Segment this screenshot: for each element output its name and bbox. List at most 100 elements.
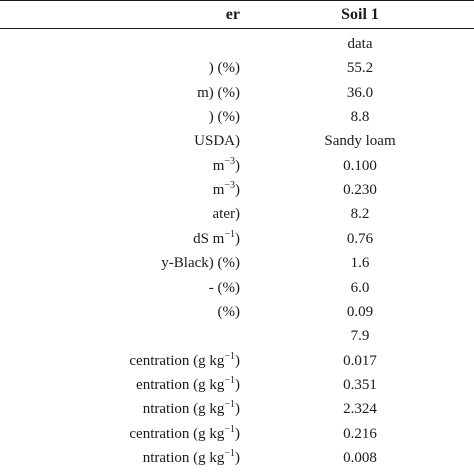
soil-value-cell: 0.216 — [343, 425, 377, 442]
parameter-cell: (%) — [0, 300, 241, 324]
unit-suffix: ) — [235, 449, 240, 466]
parameter-text: centration (g kg — [129, 425, 225, 442]
header-parameter-label: er — [225, 6, 240, 23]
parameter-cell: m) (%) — [0, 81, 240, 105]
parameter-cell — [0, 324, 240, 348]
parameter-label: entration (g kg−1) — [136, 373, 240, 397]
soil-value-cell: 0.017 — [343, 352, 377, 369]
parameter-text: ntration (g kg — [142, 401, 225, 418]
parameter-cell: dS m−1) — [0, 227, 240, 251]
unit-suffix: ) — [235, 230, 240, 247]
unit-superscript: −1 — [224, 423, 235, 435]
parameter-cell: centration (g kg−1) — [0, 349, 240, 373]
table-row: m−3) 0.100 — [0, 154, 474, 178]
parameter-text: centration (g kg — [129, 352, 225, 369]
parameter-cell: ) (%) — [0, 105, 240, 129]
parameter-cell: entration (g kg−1) — [0, 373, 240, 397]
parameter-cell: m−3) — [0, 178, 240, 202]
soil-value-cell: 0.008 — [343, 449, 377, 466]
soil-value-cell: 0.09 — [346, 303, 374, 320]
table-row: ntration (g kg−1) 2.324 — [0, 397, 474, 421]
unit-superscript: −3 — [224, 180, 235, 192]
parameter-text: ater) — [212, 206, 240, 223]
soil-value-cell: 36.0 — [346, 84, 374, 101]
parameter-text: - (%) — [208, 279, 240, 296]
unit-suffix: ) — [235, 376, 240, 393]
parameter-label: (%) — [218, 300, 241, 324]
unit-suffix: ) — [235, 401, 240, 418]
table-row: - (%) 6.0 — [0, 276, 474, 300]
parameter-text: ) (%) — [208, 60, 240, 77]
table-row: centration (g kg−1) 0.216 — [0, 422, 474, 446]
soil-value-cell: Sandy loam — [324, 133, 396, 150]
parameter-cell: ater) — [0, 202, 240, 226]
unit-superscript: −1 — [224, 447, 235, 459]
parameter-cell — [0, 32, 240, 56]
parameter-cell: - (%) — [0, 276, 240, 300]
parameter-text: dS m — [193, 230, 225, 247]
soil-value-cell: 7.9 — [350, 328, 370, 345]
parameter-text: ) (%) — [208, 109, 240, 126]
parameter-cell: ntration (g kg−1) — [0, 446, 240, 470]
unit-suffix: ) — [235, 182, 240, 199]
table-row: ) (%) 8.8 — [0, 105, 474, 129]
parameter-label: - (%) — [209, 276, 240, 300]
soil-value-cell: 6.0 — [350, 279, 370, 296]
table-row: ater) 8.2 — [0, 202, 474, 226]
unit-suffix: ) — [235, 157, 240, 174]
table-row: 7.9 — [0, 324, 474, 348]
soil-value-cell: 0.230 — [343, 182, 377, 199]
soil-value-cell: 8.8 — [350, 109, 370, 126]
parameter-label: m) (%) — [197, 81, 240, 105]
parameter-text: m) (%) — [197, 84, 240, 101]
table-header-rule — [0, 28, 474, 29]
parameter-label: centration (g kg−1) — [129, 349, 240, 373]
parameter-label: centration (g kg−1) — [129, 422, 240, 446]
table-row: data — [0, 32, 474, 56]
parameter-label: ) (%) — [209, 105, 240, 129]
soil-value-cell: 0.351 — [343, 376, 377, 393]
parameter-text: entration (g kg — [136, 376, 225, 393]
unit-superscript: −1 — [224, 399, 235, 411]
table-row: y-Black) (%) 1.6 — [0, 251, 474, 275]
parameter-text: y-Black) (%) — [161, 255, 240, 272]
soil-value-cell: 0.76 — [346, 230, 374, 247]
parameter-label: dS m−1) — [193, 227, 240, 251]
table-row: ) (%) 55.2 — [0, 56, 474, 80]
soil-value-cell: data — [347, 36, 373, 52]
parameter-label: ntration (g kg−1) — [143, 446, 240, 470]
table-row: entration (g kg−1) 0.351 — [0, 373, 474, 397]
parameter-label: y-Black) (%) — [161, 251, 240, 275]
parameter-cell: USDA) — [0, 129, 240, 153]
parameter-cell: centration (g kg−1) — [0, 422, 240, 446]
table-row: ntration (g kg−1) 0.008 — [0, 446, 474, 470]
table-row: m) (%) 36.0 — [0, 81, 474, 105]
unit-superscript: −1 — [224, 350, 235, 362]
table-row: (%) 0.09 — [0, 300, 474, 324]
table-row: m−3) 0.230 — [0, 178, 474, 202]
parameter-label: USDA) — [194, 129, 240, 153]
unit-superscript: −1 — [224, 374, 235, 386]
parameter-cell: ntration (g kg−1) — [0, 397, 240, 421]
table-row: USDA) Sandy loam — [0, 129, 474, 153]
parameter-label: m−3) — [213, 154, 240, 178]
parameter-label: m−3) — [213, 178, 240, 202]
parameter-cell: ) (%) — [0, 56, 240, 80]
soil-value-cell: 2.324 — [343, 401, 377, 418]
parameter-cell: m−3) — [0, 154, 240, 178]
parameter-text: USDA) — [194, 133, 240, 150]
parameter-label: ntration (g kg−1) — [143, 397, 240, 421]
parameter-label: ) (%) — [209, 56, 240, 80]
parameter-text: m — [212, 157, 225, 174]
table-row: centration (g kg−1) 0.017 — [0, 349, 474, 373]
soil-value-cell: 55.2 — [346, 60, 374, 77]
parameter-text: ntration (g kg — [142, 449, 225, 466]
unit-suffix: ) — [235, 352, 240, 369]
table-row: dS m−1) 0.76 — [0, 227, 474, 251]
header-soil-label: Soil 1 — [341, 6, 379, 23]
soil-value-cell: 0.100 — [343, 157, 377, 174]
parameter-cell: y-Black) (%) — [0, 251, 240, 275]
soil-value-cell: 8.2 — [350, 206, 370, 223]
parameter-text: m — [212, 182, 225, 199]
unit-superscript: −1 — [224, 228, 235, 240]
